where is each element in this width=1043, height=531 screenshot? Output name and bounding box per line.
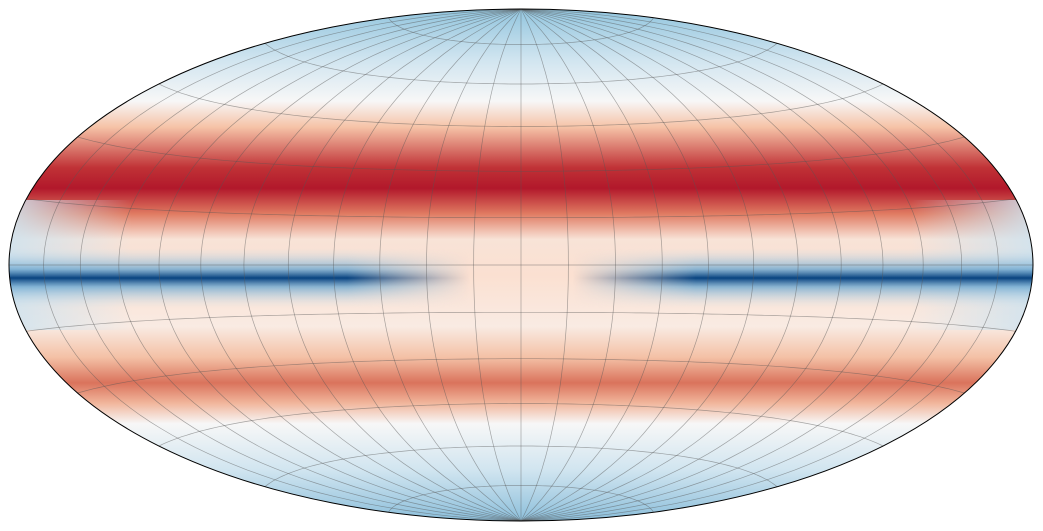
graticule [9, 9, 1033, 521]
graticule-line [158, 403, 884, 447]
graticule-line [264, 445, 778, 487]
graticule-line [388, 485, 654, 513]
graticule-line [388, 17, 654, 45]
graticule-line [264, 43, 778, 85]
graticule-line [77, 136, 965, 172]
map-outline [8, 8, 1034, 522]
graticule-line [26, 198, 1016, 219]
graticule-line [26, 311, 1016, 332]
graticule-line [158, 83, 884, 127]
graticule-line [77, 358, 965, 394]
